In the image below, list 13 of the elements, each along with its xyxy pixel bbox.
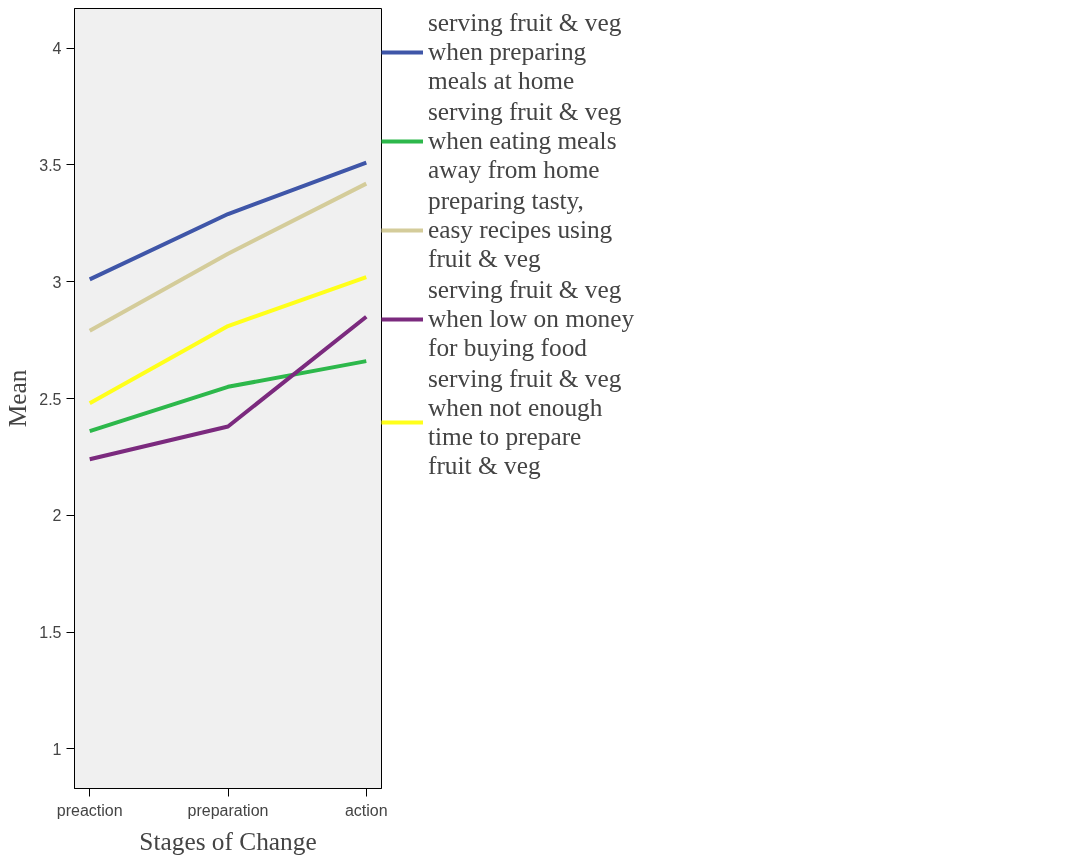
- y-tick-label: 3: [52, 273, 62, 291]
- legend-label: serving fruit & veg when not enough time to prepare fruit & veg: [428, 364, 622, 480]
- y-tick-label: 2.5: [39, 390, 62, 408]
- y-axis-title: Mean: [3, 369, 32, 428]
- x-tick-label: preaction: [56, 801, 123, 819]
- y-tick-label: 4: [52, 40, 62, 58]
- x-tick-label: preparation: [187, 801, 269, 819]
- y-tick-label: 3.5: [39, 156, 62, 174]
- x-axis-title: Stages of Change: [139, 826, 317, 855]
- y-tick-label: 1.5: [39, 624, 62, 642]
- x-tick-label: action: [344, 801, 388, 819]
- y-tick-label: 1: [52, 740, 62, 758]
- y-tick-label: 2: [52, 507, 62, 525]
